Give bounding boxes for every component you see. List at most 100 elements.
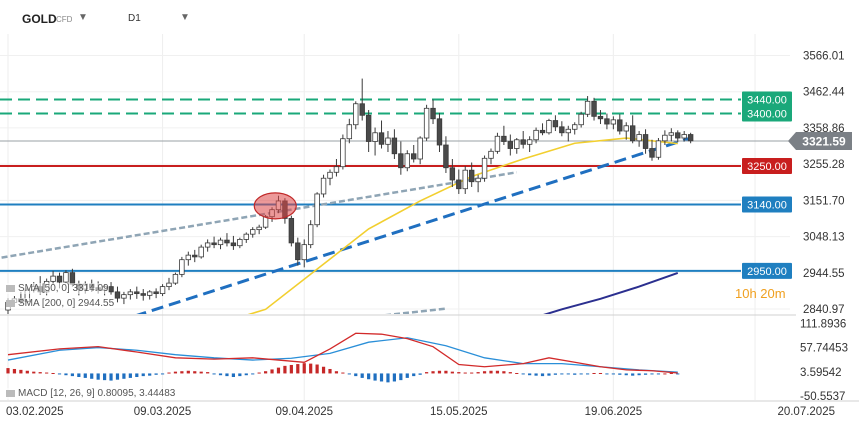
candle[interactable]	[288, 215, 295, 247]
level-badge[interactable]: 3140.00	[742, 196, 792, 213]
candle[interactable]	[237, 237, 243, 249]
candle[interactable]	[372, 127, 378, 156]
candle[interactable]	[610, 116, 617, 130]
candle[interactable]	[649, 139, 655, 161]
trendline-support[interactable]	[117, 136, 692, 322]
candle[interactable]	[539, 123, 546, 136]
candle[interactable]	[411, 145, 417, 163]
level-badge[interactable]: 3440.00	[742, 91, 792, 108]
candle[interactable]	[134, 286, 140, 299]
candle[interactable]	[333, 158, 340, 177]
candle[interactable]	[398, 141, 404, 175]
candle[interactable]	[230, 235, 237, 250]
candle[interactable]	[153, 288, 159, 299]
candle[interactable]	[204, 239, 211, 252]
candle[interactable]	[662, 130, 668, 146]
candle[interactable]	[417, 136, 423, 165]
candle[interactable]	[365, 110, 372, 153]
candle[interactable]	[346, 118, 353, 144]
candle[interactable]	[179, 256, 185, 278]
candle[interactable]	[617, 114, 623, 135]
candle[interactable]	[192, 249, 198, 263]
candle[interactable]	[514, 138, 520, 154]
candle[interactable]	[468, 162, 475, 187]
candle[interactable]	[391, 129, 398, 159]
eye-icon[interactable]	[6, 284, 15, 292]
candle[interactable]	[565, 125, 571, 142]
candle[interactable]	[404, 150, 410, 172]
candle[interactable]	[50, 270, 56, 285]
candle[interactable]	[642, 129, 649, 154]
candle[interactable]	[636, 131, 642, 147]
candle[interactable]	[307, 220, 314, 249]
candle[interactable]	[121, 291, 127, 305]
candle[interactable]	[584, 96, 591, 118]
candle[interactable]	[353, 101, 359, 130]
candle[interactable]	[146, 290, 153, 300]
symbol-name[interactable]: GOLD	[22, 12, 57, 26]
candle[interactable]	[295, 237, 301, 266]
candle[interactable]	[256, 224, 262, 235]
candle[interactable]	[623, 122, 629, 140]
candle[interactable]	[675, 130, 681, 143]
candle[interactable]	[243, 232, 249, 243]
eye-icon[interactable]	[6, 299, 15, 307]
trendline-channel-segment[interactable]	[349, 307, 447, 319]
candle[interactable]	[578, 111, 584, 128]
candle[interactable]	[494, 132, 501, 154]
sma-50-legend[interactable]: SMA [50, 0] 3314.09	[6, 283, 109, 294]
candle[interactable]	[462, 165, 468, 194]
candle[interactable]	[681, 131, 687, 142]
candle[interactable]	[423, 104, 430, 141]
candle[interactable]	[475, 174, 481, 193]
candle[interactable]	[217, 237, 224, 250]
level-badge[interactable]: 3250.00	[742, 157, 792, 174]
symbol-dropdown-icon[interactable]: ▼	[78, 12, 88, 23]
candle[interactable]	[185, 251, 192, 266]
candle[interactable]	[591, 97, 597, 121]
candle[interactable]	[159, 284, 166, 297]
candle[interactable]	[320, 174, 327, 198]
candle[interactable]	[552, 115, 559, 132]
candle[interactable]	[314, 192, 320, 228]
candle[interactable]	[507, 134, 514, 156]
candle[interactable]	[198, 244, 204, 259]
timeframe-dropdown-icon[interactable]: ▼	[180, 12, 190, 23]
candle[interactable]	[526, 136, 533, 153]
sma-200-legend[interactable]: SMA [200, 0] 2944.55	[6, 298, 115, 309]
candle[interactable]	[520, 131, 526, 149]
candle[interactable]	[559, 121, 565, 137]
candle[interactable]	[301, 239, 307, 268]
candle[interactable]	[597, 110, 604, 125]
candle[interactable]	[327, 169, 333, 186]
candle[interactable]	[687, 132, 694, 144]
candle[interactable]	[456, 169, 462, 194]
candle[interactable]	[430, 99, 436, 125]
candle[interactable]	[359, 78, 365, 121]
level-badge[interactable]: 3400.00	[742, 105, 792, 122]
candle[interactable]	[546, 118, 552, 135]
candle[interactable]	[127, 289, 134, 300]
candle[interactable]	[172, 272, 179, 285]
candle[interactable]	[224, 233, 230, 247]
candle[interactable]	[108, 282, 114, 295]
candle[interactable]	[655, 138, 662, 160]
candle[interactable]	[629, 115, 636, 144]
candle[interactable]	[533, 127, 539, 144]
highlight-ellipse[interactable]	[253, 192, 297, 220]
macd-legend[interactable]: MACD [12, 26, 9] 0.80095, 3.44483	[6, 388, 176, 399]
candle[interactable]	[449, 158, 456, 187]
candle[interactable]	[166, 277, 172, 291]
candle[interactable]	[140, 289, 146, 301]
candle[interactable]	[501, 125, 507, 146]
candle[interactable]	[63, 270, 69, 284]
candle[interactable]	[668, 128, 675, 142]
timeframe-selector[interactable]: D1	[128, 13, 141, 24]
eye-icon[interactable]	[6, 389, 15, 397]
candle[interactable]	[604, 113, 610, 130]
candle[interactable]	[114, 286, 121, 303]
candle[interactable]	[572, 122, 578, 135]
candle[interactable]	[378, 120, 385, 149]
candle[interactable]	[436, 112, 443, 153]
candle[interactable]	[385, 131, 391, 153]
